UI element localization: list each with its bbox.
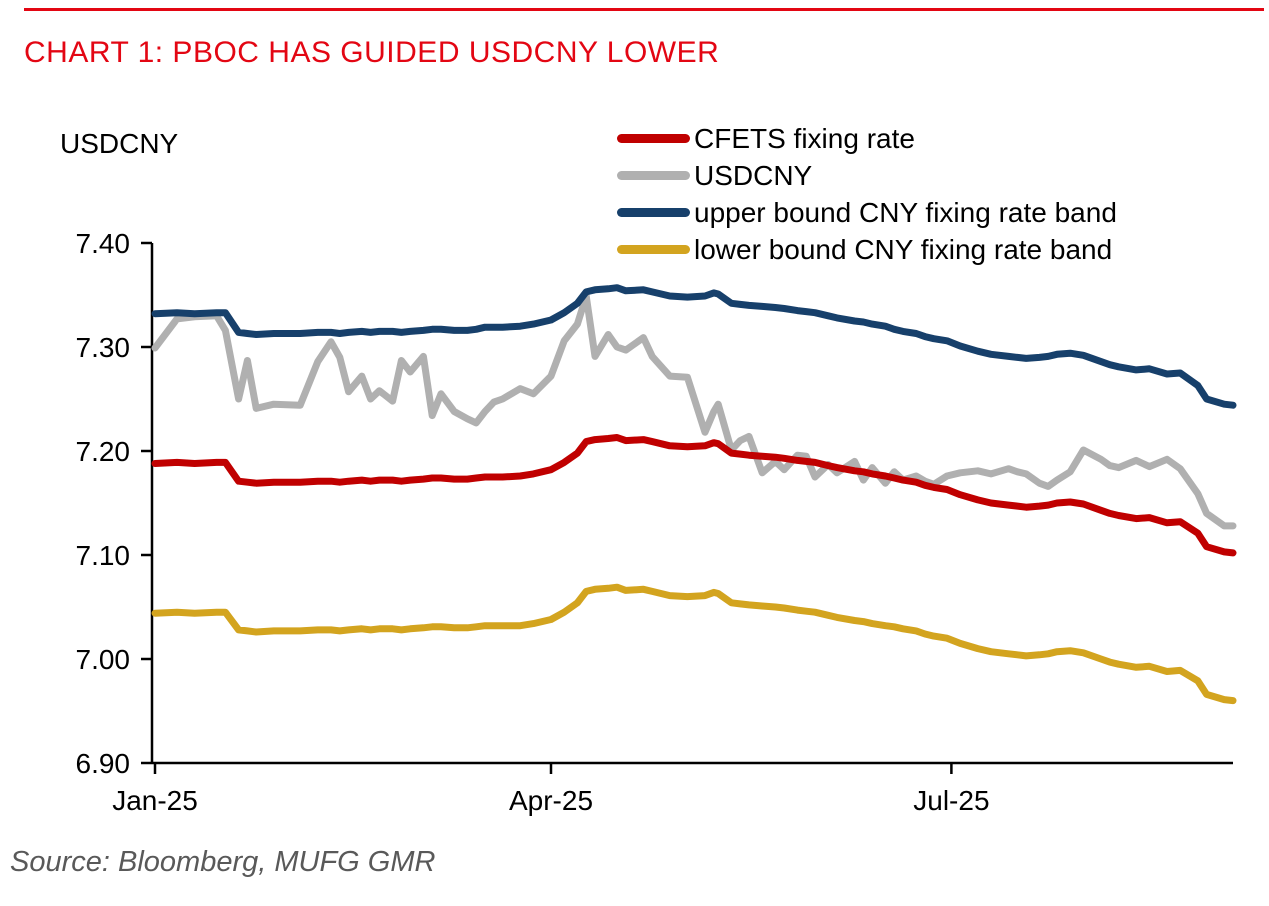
legend-item-lower-bound: lower bound CNY fixing rate band [617,231,1117,268]
legend-item-upper-bound: upper bound CNY fixing rate band [617,194,1117,231]
x-tick-label: Apr-25 [509,785,593,816]
source-note: Source: Bloomberg, MUFG GMR [10,846,436,878]
x-tick-label: Jul-25 [913,785,989,816]
series-line-cfets-fixing-rate [151,434,1237,557]
legend-swatch-red-line [617,134,690,143]
series-line-upper-bound-cny-fixing-rate-band [151,284,1237,409]
legend-item-cfets-fixing-rate: CFETS fixing rate [617,120,1117,157]
y-tick-label: 6.90 [76,748,131,779]
y-tick-label: 7.30 [76,332,131,363]
y-tick-label: 7.00 [76,644,131,675]
y-tick-label: 7.40 [76,228,131,259]
series-line-lower-bound-cny-fixing-rate-band [151,583,1237,705]
x-tick-label: Jan-25 [112,785,198,816]
series-line-usdcny [151,292,1237,530]
y-tick-label: 7.10 [76,540,131,571]
y-tick-label: 7.20 [76,436,131,467]
legend-swatch-gold-line [617,245,690,254]
legend-label: USDCNY [694,159,813,191]
legend-label: CFETS fixing rate [694,122,915,154]
legend-swatch-navy-line [617,208,690,217]
top-divider-rule [24,8,1264,11]
legend-item-usdcny: USDCNY [617,157,1117,194]
y-axis-title: USDCNY [60,128,179,159]
legend-label: lower bound CNY fixing rate band [694,233,1113,265]
chart-legend: CFETS fixing rate USDCNY upper bound CNY… [617,120,1117,268]
legend-swatch-gray-line [617,171,690,180]
chart-title: CHART 1: PBOC HAS GUIDED USDCNY LOWER [24,36,720,69]
legend-label: upper bound CNY fixing rate band [694,196,1117,228]
